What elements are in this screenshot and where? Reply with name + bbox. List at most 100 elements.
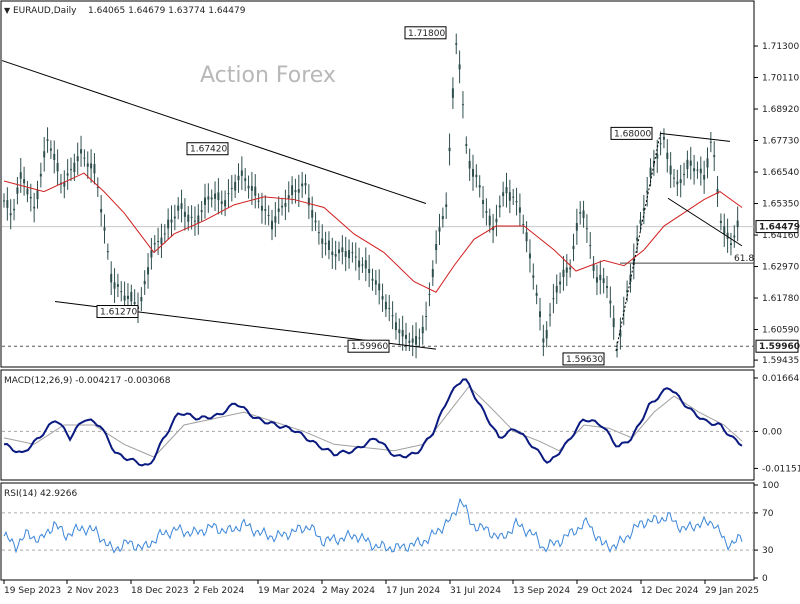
candle-body bbox=[401, 330, 404, 337]
price-annotation-box bbox=[96, 305, 139, 319]
candle-body bbox=[636, 237, 639, 241]
candle-body bbox=[250, 186, 253, 191]
candle-body bbox=[652, 161, 655, 165]
candle-body bbox=[214, 193, 217, 199]
candle-body bbox=[579, 212, 582, 214]
candle-body bbox=[234, 181, 237, 191]
candle-body bbox=[461, 104, 464, 106]
candle-body bbox=[609, 300, 612, 304]
candle-body bbox=[632, 257, 635, 266]
candle-body bbox=[572, 245, 575, 250]
candle-body bbox=[545, 329, 548, 339]
candle-body bbox=[143, 280, 146, 285]
date-tick-label: 31 Jul 2024 bbox=[450, 586, 501, 596]
candle-body bbox=[368, 268, 371, 274]
candle-body bbox=[585, 228, 588, 230]
rally-dotted-line bbox=[615, 134, 661, 352]
candle-body bbox=[224, 200, 227, 207]
candle-body bbox=[475, 174, 478, 178]
candle-body bbox=[177, 205, 180, 211]
candle-body bbox=[364, 260, 367, 269]
price-annotation-box bbox=[347, 339, 390, 353]
candle-body bbox=[70, 169, 72, 171]
price-tick-label: 1.59435 bbox=[762, 356, 799, 366]
candle-body bbox=[565, 267, 568, 273]
price-annotation-label: 1.59960 bbox=[351, 342, 388, 352]
candle-body bbox=[686, 159, 689, 170]
candle-body bbox=[736, 220, 739, 228]
candle-body bbox=[19, 172, 22, 179]
price-annotation-label: 1.68000 bbox=[614, 129, 651, 139]
watermark: Action Forex bbox=[200, 63, 336, 88]
price-tick-label: 1.71300 bbox=[762, 42, 799, 52]
dropdown-icon[interactable]: ▼ bbox=[4, 6, 11, 15]
date-tick-label: 29 Oct 2024 bbox=[577, 586, 633, 596]
annotations-layer: 1.71800 1.67420 1.61270 1.59960 1.68000 1.596… bbox=[96, 26, 754, 366]
price-tick-label: 1.60590 bbox=[762, 326, 799, 336]
candle-body bbox=[435, 244, 438, 251]
candle-body bbox=[6, 200, 9, 208]
price-tick-label: 1.70110 bbox=[762, 74, 799, 84]
candle-body bbox=[26, 188, 29, 195]
candle-body bbox=[284, 203, 287, 207]
candle-body bbox=[167, 219, 170, 229]
candle-body bbox=[528, 253, 531, 259]
date-tick-label: 2 Feb 2024 bbox=[194, 586, 245, 596]
candle-body bbox=[160, 237, 163, 245]
candle-body bbox=[53, 153, 56, 160]
candle-body bbox=[83, 157, 86, 159]
candle-body bbox=[311, 210, 314, 218]
price-annotation-box bbox=[186, 142, 229, 156]
price-annotation-label: 1.71800 bbox=[408, 29, 445, 39]
price-annotation-label: 1.67420 bbox=[190, 145, 227, 155]
candle-body bbox=[595, 277, 598, 283]
candle-body bbox=[307, 197, 310, 206]
candle-body bbox=[381, 296, 384, 300]
price-tick-label: 1.64160 bbox=[762, 231, 799, 241]
candle-body bbox=[56, 163, 59, 172]
candle-body bbox=[656, 154, 659, 159]
candle-body bbox=[421, 326, 424, 334]
macd-tick-label: 0.01664 bbox=[762, 374, 799, 384]
candle-body bbox=[713, 155, 716, 157]
candle-body bbox=[183, 211, 186, 217]
candle-body bbox=[378, 283, 381, 291]
candle-body bbox=[575, 222, 578, 231]
candle-body bbox=[334, 254, 337, 257]
candle-body bbox=[388, 308, 391, 310]
candle-body bbox=[673, 177, 675, 179]
candle-body bbox=[706, 158, 709, 168]
candle-body bbox=[619, 330, 622, 337]
top-flag-line bbox=[659, 132, 731, 142]
candle-body bbox=[338, 249, 340, 254]
candle-body bbox=[696, 169, 699, 171]
candle-body bbox=[173, 216, 176, 219]
candle-body bbox=[384, 301, 387, 310]
candle-body bbox=[348, 250, 351, 259]
price-annotation-label: 1.61270 bbox=[100, 308, 137, 318]
candle-body bbox=[76, 156, 79, 162]
candle-body bbox=[693, 168, 696, 172]
candle-body bbox=[113, 282, 116, 289]
candle-body bbox=[569, 267, 572, 270]
rsi-tick-label: 70 bbox=[762, 509, 774, 519]
candle-body bbox=[552, 298, 555, 300]
candle-body bbox=[559, 281, 562, 285]
candle-body bbox=[244, 178, 247, 181]
macd-tick-label: 0.00 bbox=[762, 427, 782, 437]
macd-title: MACD(12,26,9) -0.004217 -0.003068 bbox=[4, 376, 171, 386]
candle-body bbox=[126, 295, 129, 299]
candle-body bbox=[431, 269, 434, 278]
candle-body bbox=[100, 208, 103, 213]
candle-body bbox=[180, 203, 183, 209]
candle-body bbox=[679, 179, 682, 184]
candle-body bbox=[482, 200, 485, 205]
candle-body bbox=[415, 336, 418, 345]
candle-body bbox=[294, 190, 297, 193]
candle-body bbox=[689, 160, 692, 166]
candle-body bbox=[662, 136, 665, 140]
candle-body bbox=[260, 205, 263, 211]
date-tick-label: 2 Nov 2023 bbox=[67, 586, 119, 596]
candle-body bbox=[599, 274, 602, 281]
